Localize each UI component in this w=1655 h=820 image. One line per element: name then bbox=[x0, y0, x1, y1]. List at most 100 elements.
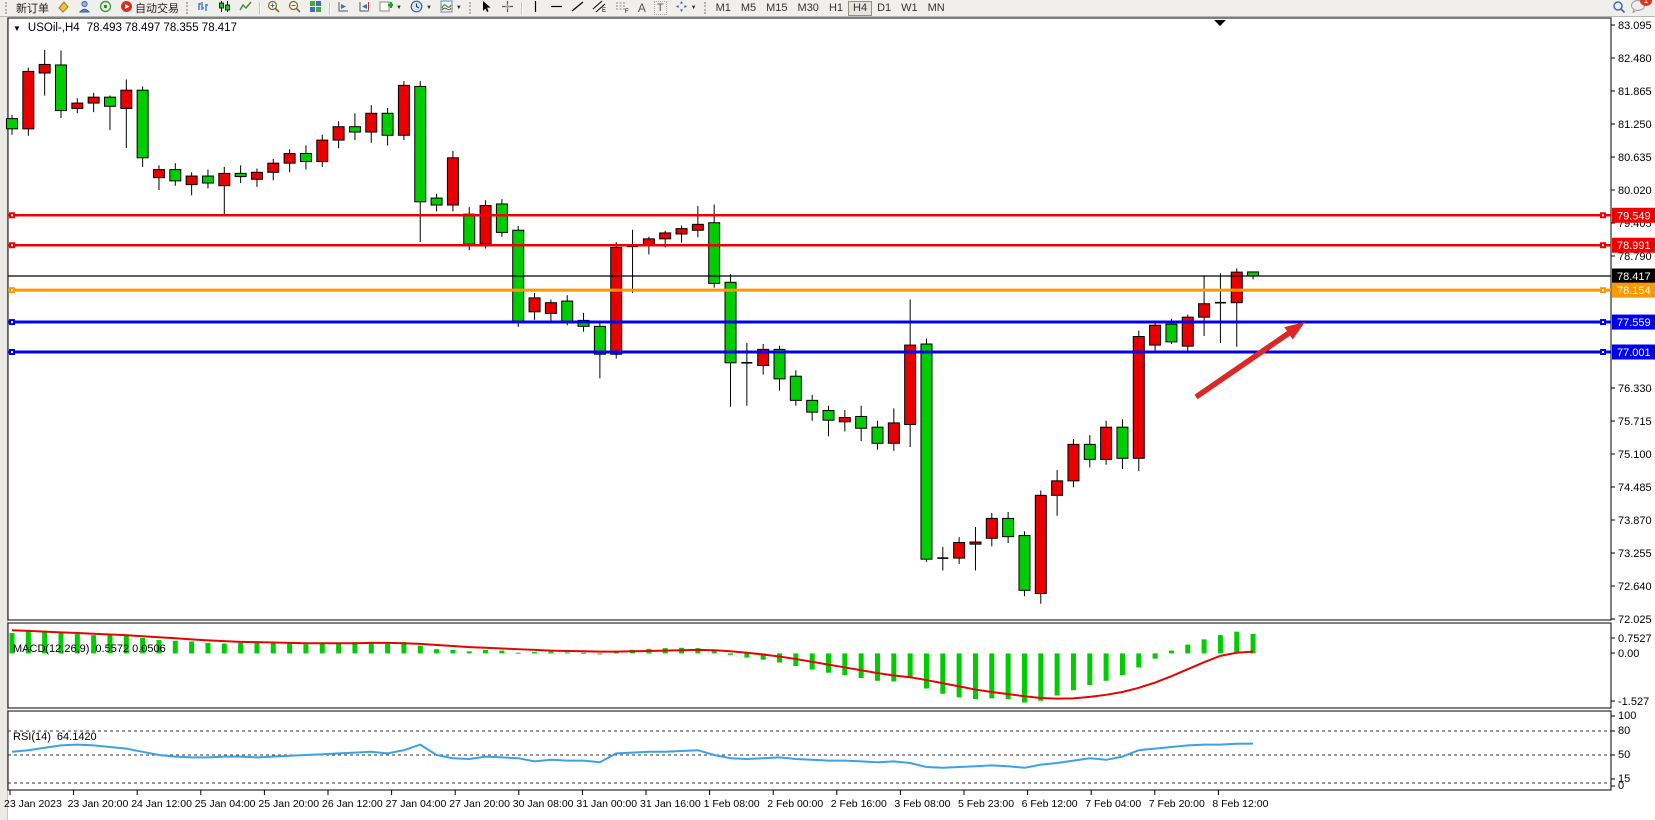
crosshair-tool-button[interactable] bbox=[497, 1, 518, 16]
tile-windows-button[interactable] bbox=[305, 1, 326, 16]
cursor-tool-button[interactable] bbox=[476, 1, 497, 16]
bull-candle bbox=[332, 126, 345, 141]
price-tick-label: 78.790 bbox=[1618, 251, 1652, 263]
timeframe-H1[interactable]: H1 bbox=[824, 1, 848, 16]
contacts-button[interactable] bbox=[74, 0, 95, 16]
line-anchor-dot bbox=[1602, 244, 1604, 247]
macd-histogram-bar bbox=[1103, 653, 1109, 681]
toolbar: 新订单 自动交易 ▼ ▼ bbox=[0, 0, 1655, 17]
macd-histogram-bar bbox=[532, 651, 538, 654]
bull-candle bbox=[397, 84, 410, 136]
macd-histogram-bar bbox=[499, 650, 505, 654]
macd-histogram-bar bbox=[1005, 653, 1011, 700]
horizontal-line-icon bbox=[550, 0, 563, 16]
price-tick-label: 81.250 bbox=[1618, 119, 1652, 131]
timeframe-M15[interactable]: M15 bbox=[761, 1, 792, 16]
chart-shift-marker[interactable] bbox=[1214, 20, 1226, 26]
chart-title-collapse-icon[interactable]: ▼ bbox=[13, 23, 21, 33]
annotation-arrow-shaft[interactable] bbox=[1194, 328, 1294, 400]
auto-trading-button[interactable]: 自动交易 bbox=[116, 1, 183, 16]
bull-candle bbox=[218, 172, 231, 187]
chart-title: ▼ USOil-,H4 78.493 78.497 78.355 78.417 bbox=[13, 22, 237, 34]
bull-candle bbox=[1051, 480, 1064, 496]
timeframe-M30[interactable]: M30 bbox=[793, 1, 824, 16]
history-center-button[interactable] bbox=[53, 1, 74, 16]
svg-text:E: E bbox=[602, 8, 606, 13]
candlestick-chart-button[interactable] bbox=[214, 1, 235, 16]
chart-shift-button[interactable] bbox=[333, 1, 354, 16]
bear-candle bbox=[1165, 323, 1178, 343]
chart-canvas[interactable]: 83.09582.48081.86581.25080.63580.02079.4… bbox=[0, 17, 1655, 820]
equidistant-channel-tool-button[interactable]: E bbox=[588, 0, 611, 16]
macd-histogram-bar bbox=[483, 649, 489, 654]
timeframe-MN[interactable]: MN bbox=[923, 1, 950, 16]
bull-candle bbox=[610, 246, 623, 355]
bar-chart-button[interactable] bbox=[193, 1, 214, 16]
line-chart-button[interactable] bbox=[235, 1, 256, 16]
bear-candle bbox=[855, 415, 868, 429]
bear-candle bbox=[169, 169, 182, 182]
new-order-button[interactable]: 新订单 bbox=[12, 1, 53, 16]
bull-candle bbox=[1149, 324, 1162, 346]
horizontal-line-tool-button[interactable] bbox=[546, 1, 567, 16]
rsi-panel[interactable] bbox=[7, 710, 1612, 791]
bull-candle bbox=[544, 302, 557, 314]
macd-histogram-bar bbox=[826, 653, 831, 673]
macd-histogram-bar bbox=[972, 653, 978, 700]
signals-button[interactable] bbox=[95, 0, 116, 16]
text-tool-button[interactable]: A bbox=[634, 1, 650, 16]
macd-histogram-bar bbox=[303, 644, 309, 654]
bull-candle bbox=[479, 205, 492, 245]
periods-button[interactable]: ▼ bbox=[406, 0, 436, 16]
chart-autoscroll-button[interactable] bbox=[354, 1, 375, 16]
price-level-badge bbox=[1612, 282, 1655, 298]
vertical-line-tool-button[interactable] bbox=[525, 1, 546, 16]
macd-histogram-bar bbox=[1070, 653, 1076, 691]
search-button[interactable] bbox=[1608, 0, 1630, 16]
text-label-icon: T bbox=[653, 1, 667, 15]
bull-candle bbox=[316, 139, 329, 163]
timeframe-D1[interactable]: D1 bbox=[872, 1, 896, 16]
zoom-out-button[interactable] bbox=[284, 0, 305, 16]
price-tick-label: 80.020 bbox=[1618, 185, 1652, 197]
macd-histogram-bar bbox=[581, 652, 587, 654]
price-tick-label: 82.480 bbox=[1618, 53, 1652, 65]
group-drag-handle[interactable] bbox=[468, 2, 473, 14]
line-anchor-dot bbox=[1602, 351, 1604, 354]
price-tick-label: 74.485 bbox=[1618, 482, 1652, 494]
bull-candle bbox=[1132, 335, 1145, 459]
line-chart-icon bbox=[239, 0, 252, 16]
chart-shift-icon bbox=[337, 0, 350, 16]
text-tool-icon: A bbox=[637, 1, 646, 15]
timeframe-M1[interactable]: M1 bbox=[711, 1, 736, 16]
macd-histogram-bar bbox=[336, 642, 342, 654]
zoom-in-button[interactable] bbox=[263, 0, 284, 16]
annotation-arrow-head[interactable] bbox=[1284, 322, 1305, 340]
macd-histogram-bar bbox=[1152, 653, 1158, 659]
main-chart-panel[interactable] bbox=[7, 17, 1612, 621]
macd-histogram-bar bbox=[940, 653, 946, 694]
group-drag-handle[interactable] bbox=[186, 2, 190, 14]
macd-histogram-bar bbox=[1038, 653, 1044, 701]
new-chart-button[interactable]: ▼ bbox=[375, 1, 406, 16]
macd-histogram-bar bbox=[1185, 644, 1191, 654]
trendline-tool-button[interactable] bbox=[567, 1, 588, 16]
bear-candle bbox=[414, 85, 427, 203]
bull-candle bbox=[953, 542, 966, 559]
macd-panel[interactable] bbox=[7, 622, 1612, 709]
price-tick-label: 76.330 bbox=[1618, 383, 1652, 395]
chat-button[interactable]: 1 bbox=[1630, 0, 1652, 18]
bull-candle bbox=[659, 232, 672, 240]
arrows-shapes-button[interactable]: ▼ bbox=[671, 1, 701, 16]
price-level-badge-label: 78.154 bbox=[1617, 285, 1651, 297]
fibonacci-tool-button[interactable]: F bbox=[611, 1, 634, 16]
text-label-tool-button[interactable]: T bbox=[650, 1, 671, 16]
indicators-button[interactable]: ▼ bbox=[436, 0, 466, 16]
group-drag-handle[interactable] bbox=[703, 2, 708, 14]
timeframe-W1[interactable]: W1 bbox=[896, 1, 923, 16]
rsi-axis-label: 0 bbox=[1618, 780, 1624, 792]
timeframe-M5[interactable]: M5 bbox=[736, 1, 761, 16]
toolbar-drag-handle[interactable] bbox=[5, 2, 9, 14]
time-tick-label: 6 Feb 12:00 bbox=[1022, 798, 1078, 810]
timeframe-H4[interactable]: H4 bbox=[848, 0, 873, 16]
